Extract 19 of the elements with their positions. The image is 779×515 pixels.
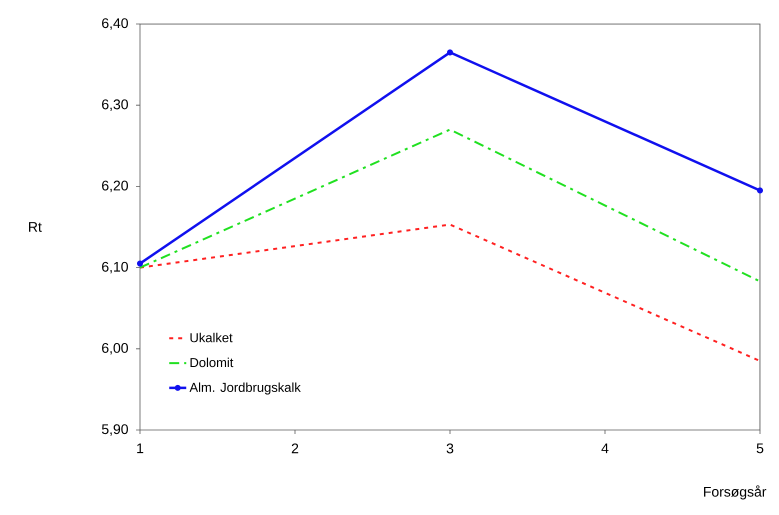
x-tick-label: 5 <box>756 443 764 454</box>
x-tick-label: 1 <box>137 443 144 454</box>
point <box>446 49 454 56</box>
legend-label: Ukalket <box>190 332 233 342</box>
y-tick-label: 6,20 <box>102 180 128 192</box>
x-tick-label: 3 <box>446 443 454 454</box>
x-axis-title: Forsøgsår <box>704 485 766 500</box>
y-tick-label: 6,30 <box>102 99 128 111</box>
y-tick-label: 6,00 <box>102 343 128 355</box>
point <box>136 260 144 267</box>
y-tick-label: 5,90 <box>102 424 128 436</box>
y-tick-label: 6,10 <box>102 262 128 274</box>
x-tick-label: 2 <box>292 443 298 454</box>
legend-label: Dolomit <box>190 358 234 368</box>
x-tick-label: 4 <box>601 443 608 454</box>
y-axis-title: Rt <box>29 222 42 232</box>
legend-label: Alm. Jordbrugskalk <box>190 382 301 395</box>
y-tick-label: 6,40 <box>102 18 128 30</box>
point <box>756 187 764 194</box>
